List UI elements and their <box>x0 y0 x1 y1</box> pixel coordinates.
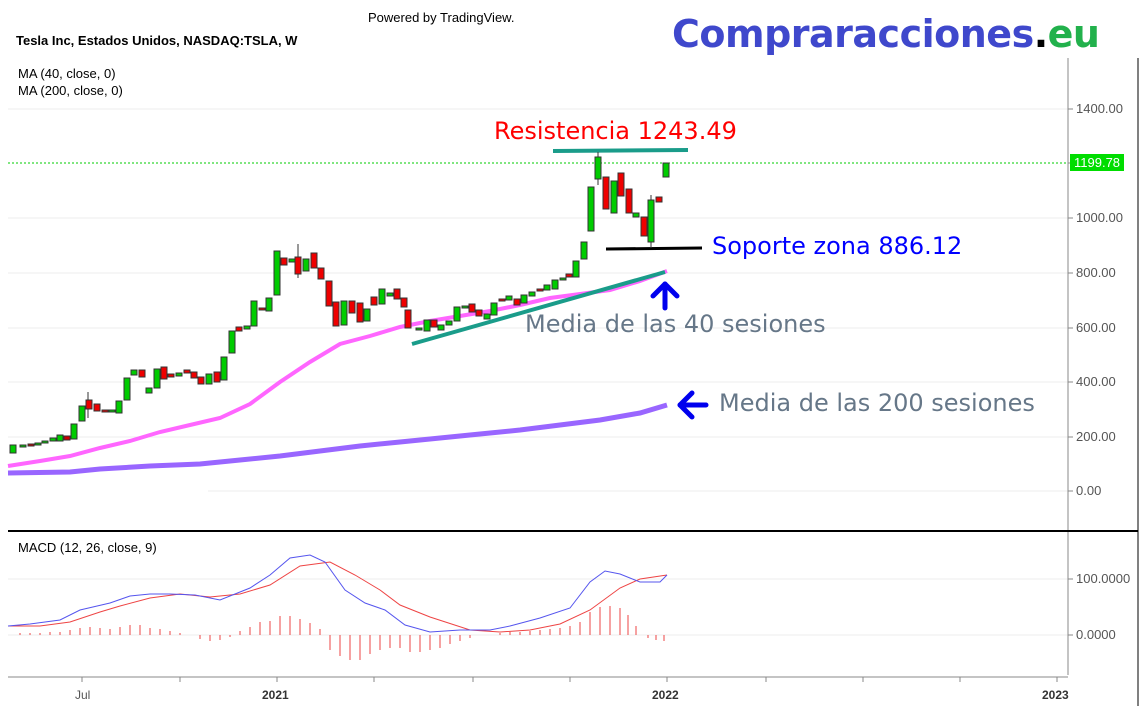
x-tick-jul: Jul <box>75 688 91 702</box>
support-line <box>605 246 703 251</box>
signal-line <box>8 561 668 633</box>
candles <box>9 152 670 454</box>
y-tick-0: 0.00 <box>1076 483 1102 498</box>
ma40-line <box>7 269 668 468</box>
macd-tick-100: 100.0000 <box>1076 571 1131 586</box>
ma40-legend: MA (40, close, 0) <box>18 66 116 81</box>
resistance-label: Resistencia 1243.49 <box>494 117 737 145</box>
y-tick-1000: 1000.00 <box>1076 210 1123 225</box>
macd-title: MACD (12, 26, close, 9) <box>18 540 157 555</box>
x-tick-2022: 2022 <box>652 688 679 702</box>
brand-logo: Compraracciones.eu <box>672 12 1100 56</box>
resistance-line <box>552 148 689 153</box>
arrow-up-icon <box>650 281 680 311</box>
x-tick-2023: 2023 <box>1042 688 1069 702</box>
y-tick-200: 200.00 <box>1076 429 1116 444</box>
y-tick-800: 800.00 <box>1076 265 1116 280</box>
price-grid <box>8 108 1068 636</box>
y-tick-1400: 1400.00 <box>1076 101 1123 116</box>
arrow-left-icon <box>677 390 709 420</box>
macd-line <box>7 554 668 633</box>
powered-by-label: Powered by TradingView. <box>368 10 515 25</box>
ma40-label: Media de las 40 sesiones <box>525 310 826 338</box>
last-price-badge: 1199.78 <box>1070 154 1125 171</box>
y-tick-400: 400.00 <box>1076 374 1116 389</box>
support-label: Soporte zona 886.12 <box>712 232 963 260</box>
ma200-legend: MA (200, close, 0) <box>18 83 123 98</box>
macd-tick-0: 0.0000 <box>1076 627 1116 642</box>
ma200-label: Media de las 200 sesiones <box>719 389 1035 417</box>
ma200-line <box>7 402 668 476</box>
y-tick-600: 600.00 <box>1076 320 1116 335</box>
symbol-title: Tesla Inc, Estados Unidos, NASDAQ:TSLA, … <box>16 33 298 48</box>
trendline-support <box>411 270 666 346</box>
x-tick-2021: 2021 <box>262 688 289 702</box>
macd-histogram <box>19 606 665 660</box>
